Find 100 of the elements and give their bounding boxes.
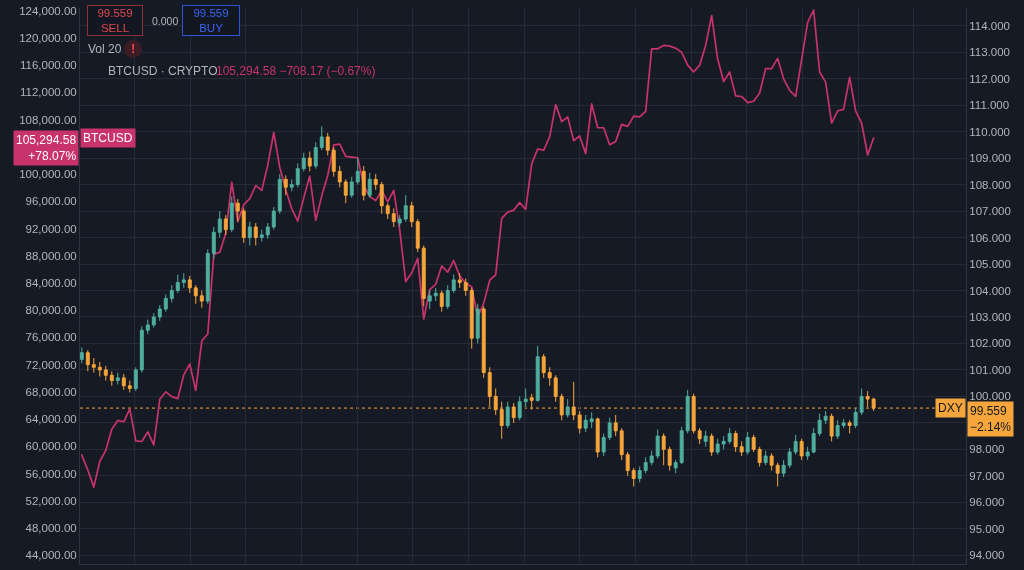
candlestick [361,165,366,201]
candlestick [463,278,468,297]
candlestick [385,202,390,220]
candlestick [193,284,198,305]
candlestick [541,353,546,379]
candlestick [109,370,114,387]
annotation: 105,294.58 −708.17 (−0.67%) [216,64,376,78]
candlestick [505,401,510,429]
candlestick [823,410,828,425]
candlestick [787,447,792,469]
candlestick [799,438,804,461]
y-tick-label: 64,000.00 [25,413,77,426]
candlestick [625,451,630,477]
candlestick [319,125,324,151]
candlestick [80,346,84,364]
candlestick [247,221,252,246]
annotation: BTCUSD · CRYPTO [108,64,218,78]
candlestick [697,427,702,445]
candlestick [871,397,876,412]
candlestick [175,274,180,294]
annotation: 99.559 BUY [193,7,229,34]
y-tick-label: 72,000.00 [25,358,77,371]
candlestick [619,427,624,461]
y2-tick-label: 114.000 [969,19,1011,32]
y-tick-label: 76,000.00 [25,331,77,344]
candlestick [253,222,258,246]
candlestick [367,172,372,199]
y2-tick-label: 102.000 [969,337,1011,350]
candlestick [241,207,246,244]
candlestick [637,466,642,483]
candlestick [91,357,96,374]
candlestick [727,427,732,445]
text: BTCUSD [83,131,133,145]
candlestick [157,304,162,322]
candlestick [163,293,168,313]
y2-tick-label: 104.000 [969,284,1011,297]
candlestick [271,206,276,231]
y2-tick-label: 97.000 [969,469,1005,482]
candlestick [283,174,288,196]
candlestick [301,152,306,172]
candlestick [775,462,780,487]
y-tick-label: 88,000.00 [25,249,77,262]
y-tick-label: 52,000.00 [25,494,77,507]
candlestick [781,459,786,478]
candlestick [343,178,348,204]
candlestick [235,198,240,223]
candlestick [493,387,498,416]
candlestick [847,419,852,434]
y-tick-label: 112,000.00 [20,86,77,99]
candlestick [379,181,384,215]
y2-tick-label: 113.000 [969,46,1011,59]
candlestick [553,374,558,403]
candlestick [307,151,312,172]
candlestick [655,429,660,460]
candlestick [601,432,606,457]
candlestick [223,214,228,236]
y-tick-label: 48,000.00 [25,521,77,534]
y2-tick-label: 107.000 [969,205,1011,218]
candlestick [325,132,330,156]
line-series [80,9,875,488]
candlestick [859,387,864,416]
candlestick [265,222,270,240]
y-tick-label: 80,000.00 [25,304,77,317]
y-tick-label: 56,000.00 [25,467,77,480]
candlestick [211,226,216,260]
candlestick [649,450,654,466]
candlestick [409,201,414,228]
candlestick [511,402,516,424]
candlestick [169,284,174,303]
y2-tick-label: 108.000 [969,178,1011,191]
candlestick [187,275,192,294]
candlestick [793,434,798,456]
candlestick [643,456,648,474]
y2-tick-label: 101.000 [969,363,1011,376]
candlestick [103,365,108,382]
candlestick [139,325,144,374]
candlestick [337,165,342,188]
ref-line-label: 99.559 −2.14% [970,404,1012,434]
candlestick [295,162,300,188]
y2-tick-label: 96.000 [969,496,1005,509]
candlestick [829,413,834,442]
candlestick [151,312,156,329]
y-tick-label: 60,000.00 [25,440,77,453]
candlestick [757,446,762,468]
y2-tick-label: 103.000 [969,311,1011,324]
candlestick [769,452,774,472]
y2-tick-label: 109.000 [969,152,1011,165]
candlestick [565,398,570,419]
y-tick-label: 120,000.00 [19,31,77,44]
candlestick [349,176,354,199]
candlestick [535,345,540,403]
candlestick [469,287,474,350]
y-tick-label: 108,000.00 [19,113,77,126]
candlestick [451,274,456,294]
candlestick [439,290,444,313]
candlestick [181,272,186,289]
candlestick [709,432,714,457]
y-tick-label: 96,000.00 [25,195,77,208]
candlestick [115,372,120,385]
candlestick [523,387,528,408]
